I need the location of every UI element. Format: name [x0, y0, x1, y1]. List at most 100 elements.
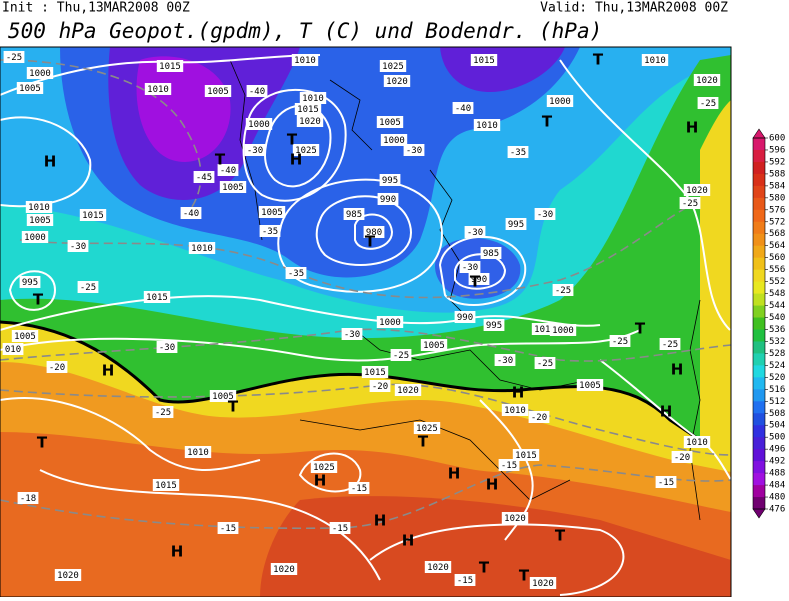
init-time: Init : Thu,13MAR2008 00Z [2, 1, 190, 16]
pressure-label: 1015 [155, 481, 177, 491]
pressure-center: H [512, 384, 525, 402]
pressure-center: H [402, 532, 415, 550]
temperature-label: -25 [6, 53, 22, 63]
colorbar-label: 556 [769, 265, 785, 275]
temperature-label-box [77, 281, 99, 293]
pressure-label: 1005 [423, 341, 445, 351]
pressure-label: 1010 [187, 448, 209, 458]
pressure-label-box [156, 60, 184, 72]
pressure-label: 1010 [534, 325, 556, 335]
coastline [429, 169, 471, 321]
colorbar-frame [752, 137, 766, 510]
pressure-label-box [79, 209, 107, 221]
pressure-label-box [361, 366, 389, 378]
colorbar-label: 484 [769, 481, 785, 491]
pressure-label: 985 [346, 210, 362, 220]
colorbar-swatch [753, 293, 765, 306]
pressure-label: 1020 [532, 579, 554, 589]
temperature-label: -20 [531, 413, 547, 423]
pressure-label-box [292, 144, 320, 156]
pressure-label: 1010 [686, 438, 708, 448]
temperature-label: -25 [682, 199, 698, 209]
colorbar-label: 580 [769, 193, 785, 203]
pressure-label: 990 [457, 313, 473, 323]
pressure-center: H [686, 119, 699, 137]
pressure-label: 1005 [212, 392, 234, 402]
pressure-label: 1020 [504, 514, 526, 524]
temperature-label: -15 [351, 484, 367, 494]
temperature-label-box [655, 476, 677, 488]
pressure-label-box [693, 74, 721, 86]
pressure-center: T [479, 559, 490, 577]
colorbar-label: 572 [769, 217, 785, 227]
temperature-label: -25 [537, 359, 553, 369]
pressure-label: 1015 [364, 368, 386, 378]
temperature-label-box [152, 406, 174, 418]
isotherm [19, 199, 701, 299]
pressure-label: 1010 [504, 406, 526, 416]
pressure-label-box [21, 231, 49, 243]
isobar [0, 397, 261, 471]
pressure-label: 1025 [416, 424, 438, 434]
isobar [369, 523, 625, 596]
temperature-label-box [507, 146, 529, 158]
pressure-label-box [144, 83, 172, 95]
temperature-label: -25 [393, 351, 409, 361]
pressure-label-box [296, 115, 324, 127]
pressure-label: 1010 [28, 203, 50, 213]
colorbar-arrow-bottom [752, 508, 766, 519]
temperature-label-box [609, 335, 631, 347]
colorbar-swatch [753, 413, 765, 426]
pressure-center: H [314, 472, 327, 490]
pressure-label-box [299, 92, 327, 104]
pressure-label: 1020 [57, 571, 79, 581]
temperature-label-box [285, 267, 307, 279]
pressure-label: 990 [380, 195, 396, 205]
pressure-label: 980 [366, 228, 382, 238]
colorbar-swatch [753, 461, 765, 474]
colorbar-swatch [753, 173, 765, 187]
pressure-label-box [343, 208, 365, 220]
pressure-label-box [363, 226, 385, 238]
colorbar-swatch [753, 245, 765, 259]
colorbar-label: 476 [769, 505, 785, 515]
colorbar-label: 564 [769, 241, 785, 251]
isotherms [0, 59, 731, 530]
pressure-label: 1000 [379, 318, 401, 328]
pressure-label: 1005 [29, 216, 51, 226]
pressure-label-box [641, 54, 669, 66]
pressure-label-box [468, 273, 490, 285]
colorbar-label: 524 [769, 361, 785, 371]
temperature-label: -25 [700, 99, 716, 109]
temperature-label-box [217, 522, 239, 534]
colorbar-swatch [753, 197, 765, 211]
pressure-label: 1005 [14, 332, 36, 342]
colorbar-label: 532 [769, 337, 785, 347]
pressure-label-box [310, 461, 338, 473]
temperature-label: -40 [455, 104, 471, 114]
pressure-center: T [593, 51, 604, 69]
pressure-label-box [379, 60, 407, 72]
pressure-label-box [376, 316, 404, 328]
pressure-label: 1020 [696, 76, 718, 86]
pressure-label-box [379, 174, 401, 186]
temperature-label: -25 [612, 337, 628, 347]
colorbar-label: 584 [769, 181, 785, 191]
pressure-label: 985 [483, 249, 499, 259]
contour-552 [0, 320, 701, 442]
pressure-label-box [209, 390, 237, 402]
pressure-center: T [470, 273, 481, 291]
colorbar-swatch [753, 233, 765, 247]
pressure-label-box [270, 563, 298, 575]
pressure-label-box [143, 291, 171, 303]
temperature-label: -30 [159, 343, 175, 353]
pressure-label-box [413, 422, 441, 434]
colorbar-swatch [753, 221, 765, 235]
temperature-label-box [369, 380, 391, 392]
temperature-label-box [534, 357, 556, 369]
pressure-center: T [555, 527, 566, 545]
temperature-label-box [528, 411, 550, 423]
pressure-label-box [483, 319, 505, 331]
temperature-label-box [348, 482, 370, 494]
colorbar-label: 504 [769, 421, 785, 431]
